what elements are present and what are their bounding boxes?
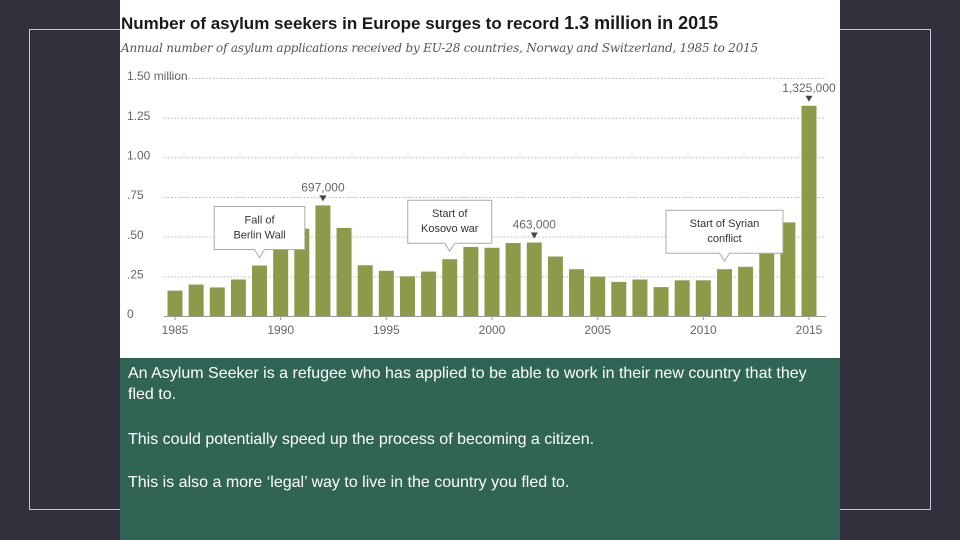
annotation-text-1998: Start of (432, 208, 468, 220)
bar-1994 (357, 265, 373, 316)
chart-title: Number of asylum seekers in Europe surge… (121, 13, 719, 33)
x-tick-label: 2000 (479, 323, 506, 337)
x-tick-label: 2005 (584, 323, 611, 337)
value-label-2015: 1,325,000 (782, 81, 836, 95)
value-label-2002: 463,000 (513, 218, 557, 232)
value-marker-2015 (805, 95, 813, 102)
bar-1996 (399, 276, 415, 316)
bar-2005 (590, 276, 606, 316)
bar-1998 (442, 259, 458, 316)
bar-1986 (188, 284, 204, 316)
text-panel: An Asylum Seeker is a refugee who has ap… (120, 358, 840, 540)
bar-chart: 0 .25 .50 .75 1.00 1.25 1.50 million 1985 1990 19… (127, 69, 836, 337)
y-tick-label: 1.50 million (127, 69, 188, 83)
annotation-text-1989: Berlin Wall (233, 230, 285, 242)
bar-2000 (484, 247, 500, 316)
bar-1992 (315, 205, 331, 316)
annotation-text-1998: Kosovo war (421, 223, 479, 235)
value-marker-1992 (319, 195, 327, 202)
value-label-1992: 697,000 (301, 180, 345, 194)
bar-2010 (695, 280, 711, 316)
panel-paragraph-legal: This is also a more ‘legal’ way to live … (128, 474, 570, 491)
bar-2014 (780, 222, 796, 316)
annotation-callout-1998 (407, 199, 493, 253)
x-tick-label: 1995 (373, 323, 400, 337)
value-marker-2002 (530, 232, 538, 239)
bar-2002 (526, 242, 542, 316)
bar-2012 (738, 266, 754, 316)
x-tick-label: 2015 (796, 323, 823, 337)
x-tick-label: 2010 (690, 323, 717, 337)
bar-2004 (569, 269, 585, 316)
bar-1987 (209, 287, 225, 316)
annotation-text-2011: conflict (707, 233, 741, 245)
y-tick-label: .25 (127, 268, 144, 282)
bar-1988 (230, 279, 246, 316)
x-tick-label: 1985 (162, 323, 189, 337)
y-tick-label: .75 (127, 188, 144, 202)
bar-1995 (378, 270, 394, 316)
y-tick-label: .50 (127, 228, 144, 242)
y-tick-label: 1.25 (127, 109, 151, 123)
annotation-text-2011: Start of Syrian (690, 218, 760, 230)
annotation-callout-2011 (665, 209, 784, 263)
bar-2013 (759, 252, 775, 316)
bar-2011 (716, 269, 732, 316)
bar-1985 (167, 290, 183, 316)
bar-1990 (273, 247, 289, 316)
chart-card: Number of asylum seekers in Europe surge… (120, 0, 840, 358)
chart-subtitle: Annual number of asylum applications rec… (121, 41, 759, 55)
bar-2008 (653, 287, 669, 316)
bar-2007 (632, 279, 648, 316)
bar-2006 (611, 281, 627, 316)
x-tick-label: 1990 (267, 323, 294, 337)
chart-title-emphasis: 1.3 million in 2015 (564, 13, 719, 33)
annotation-text-1989: Fall of (245, 215, 276, 227)
bar-2003 (547, 256, 563, 316)
y-tick-label: 1.00 (127, 149, 151, 163)
bar-1993 (336, 227, 352, 316)
y-tick-label: 0 (127, 307, 134, 321)
bar-1991 (294, 228, 310, 316)
annotation-callout-1989 (213, 206, 306, 259)
bar-1989 (252, 265, 268, 316)
bar-1999 (463, 246, 479, 316)
bar-2015 (801, 105, 817, 317)
bar-1997 (421, 271, 437, 316)
panel-paragraph-definition: An Asylum Seeker is a refugee who has ap… (128, 365, 807, 403)
bar-2009 (674, 280, 690, 316)
bar-2001 (505, 243, 521, 316)
panel-paragraph-citizenship: This could potentially speed up the proc… (128, 431, 595, 448)
